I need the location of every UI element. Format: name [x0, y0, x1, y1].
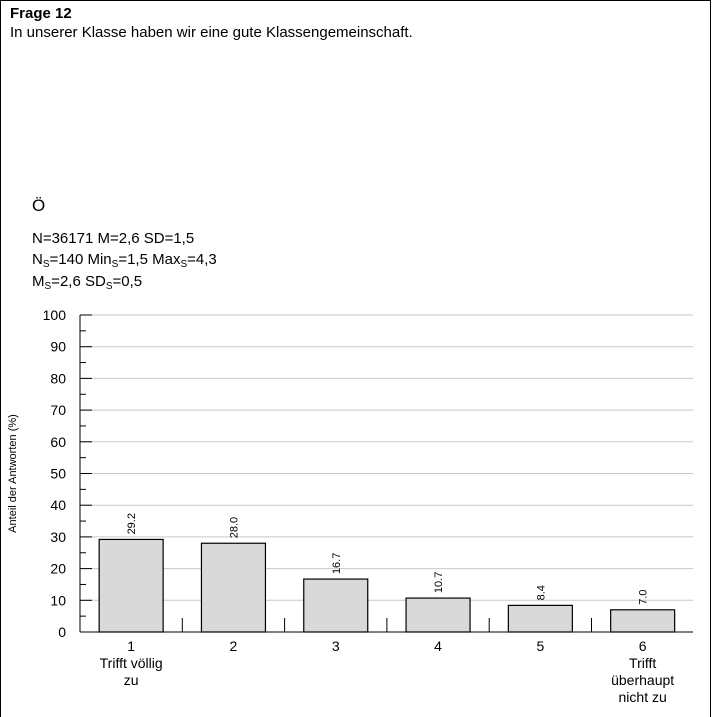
x-tick-sublabel: zu	[124, 672, 139, 688]
x-tick-sublabel: Trifft	[629, 655, 656, 671]
y-tick-label: 90	[50, 339, 66, 355]
bar	[99, 539, 163, 632]
y-tick-label: 100	[43, 307, 67, 323]
y-tick-label: 10	[50, 592, 66, 608]
bar	[611, 610, 675, 632]
y-tick-label: 60	[50, 434, 66, 450]
data-label: 8.4	[535, 585, 547, 600]
y-tick-label: 70	[50, 402, 66, 418]
x-tick-label: 2	[230, 638, 238, 654]
x-tick-sublabel: Trifft völlig	[100, 655, 163, 671]
y-tick-label: 50	[50, 466, 66, 482]
x-tick-label: 4	[434, 638, 442, 654]
x-tick-label: 3	[332, 638, 340, 654]
bar	[304, 579, 368, 632]
y-tick-label: 80	[50, 370, 66, 386]
data-label: 10.7	[433, 572, 445, 593]
bar	[406, 598, 470, 632]
x-tick-label: 5	[536, 638, 544, 654]
x-tick-sublabel: nicht zu	[619, 689, 667, 705]
y-axis-label: Anteil der Antworten (%)	[7, 414, 19, 533]
data-label: 16.7	[331, 553, 343, 574]
x-tick-label: 1	[127, 638, 135, 654]
data-label: 29.2	[126, 513, 138, 534]
data-label: 7.0	[638, 590, 650, 605]
x-tick-label: 6	[639, 638, 647, 654]
bar	[508, 605, 572, 632]
y-tick-label: 40	[50, 497, 66, 513]
y-tick-label: 30	[50, 529, 66, 545]
x-tick-sublabel: überhaupt	[611, 672, 674, 688]
bar	[201, 543, 265, 632]
data-label: 28.0	[228, 517, 240, 538]
y-tick-label: 20	[50, 561, 66, 577]
y-tick-label: 0	[58, 624, 66, 640]
